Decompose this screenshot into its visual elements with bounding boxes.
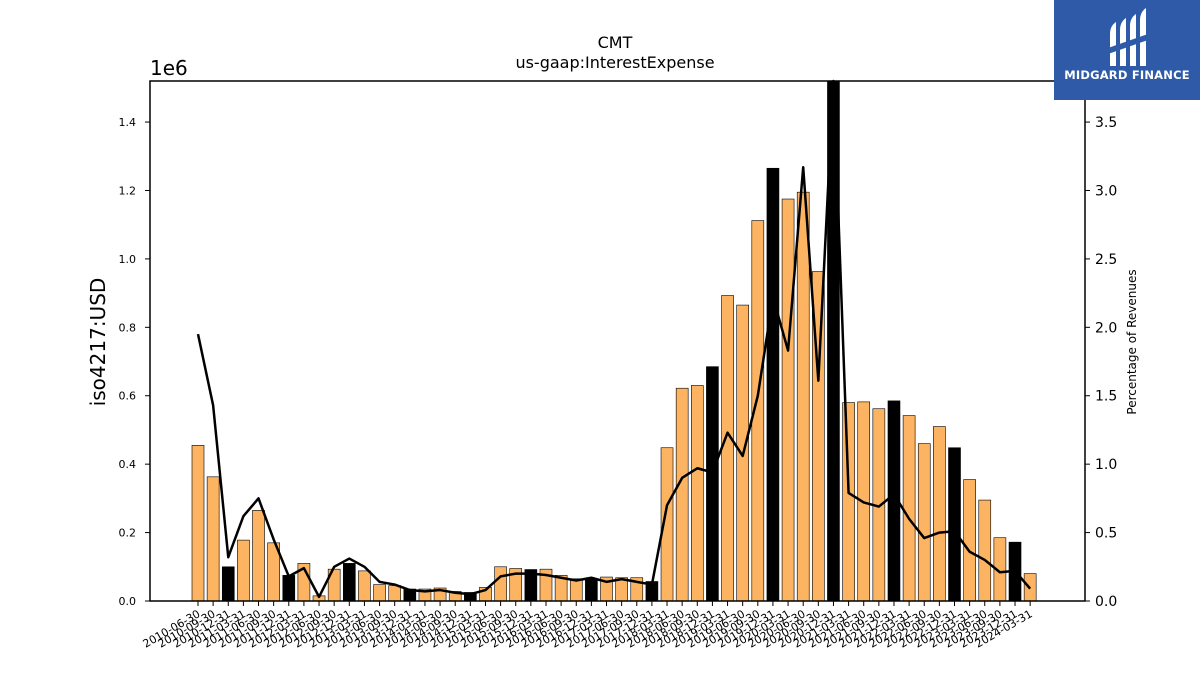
chart-subtitle: us-gaap:InterestExpense: [515, 53, 714, 72]
bar: [252, 510, 265, 602]
y2-tick-label: 1.0: [1095, 457, 1117, 473]
y-tick-label: 0.6: [119, 390, 137, 403]
bar: [373, 584, 386, 602]
bar: [615, 577, 628, 602]
y2-tick-label: 3.5: [1095, 115, 1117, 131]
y2-tick-label: 0.0: [1095, 594, 1117, 610]
bar: [842, 402, 855, 602]
line-layer: [196, 79, 1032, 599]
y-tick-label: 0.8: [119, 321, 137, 334]
bar: [494, 566, 507, 602]
chart-title: CMT: [598, 33, 633, 52]
bar: [237, 539, 250, 602]
y-tick-label: 1.2: [119, 184, 137, 197]
y-offset-text: 1e6: [150, 56, 188, 80]
bar: [585, 578, 598, 602]
y-tick-label: 0.2: [119, 527, 137, 540]
bar: [569, 578, 583, 602]
bar: [721, 295, 734, 602]
bar-group: [191, 80, 1037, 602]
bar: [358, 570, 371, 602]
bar: [902, 415, 916, 602]
y-tick-label: 0.0: [119, 595, 137, 608]
bar: [706, 366, 719, 602]
bar: [978, 499, 992, 602]
brand-logo: MIDGARD FINANCE: [1054, 0, 1200, 100]
y2-axis-label: Percentage of Revenues: [1125, 269, 1139, 414]
brand-name: MIDGARD FINANCE: [1064, 68, 1190, 82]
bar: [221, 566, 235, 602]
y2-tick-label: 3.0: [1095, 183, 1117, 199]
brand-mark-icon: [1108, 8, 1148, 66]
bar: [206, 476, 220, 602]
bar: [342, 563, 356, 602]
bar: [282, 575, 296, 602]
bar: [933, 426, 946, 602]
y2-tick-label: 2.5: [1095, 252, 1117, 268]
bar: [796, 191, 810, 602]
bar: [781, 198, 795, 602]
bar: [675, 387, 689, 602]
y-axis-label: iso4217:USD: [86, 278, 110, 407]
y2-tick-label: 2.0: [1095, 320, 1117, 336]
bar: [963, 479, 976, 602]
bar: [917, 443, 931, 602]
plot-frame: [149, 80, 1086, 602]
y2-tick-label: 0.5: [1095, 526, 1117, 542]
bar: [766, 167, 780, 602]
y-tick-label: 1.0: [119, 253, 137, 266]
y2-tick-label: 1.5: [1095, 389, 1117, 405]
revenue-pct-line: [196, 79, 1032, 599]
bar: [388, 585, 401, 602]
bar: [191, 445, 205, 602]
y-tick-label: 0.4: [119, 458, 137, 471]
bar: [948, 447, 961, 602]
bar: [690, 385, 704, 602]
y-tick-label: 1.4: [119, 116, 137, 129]
